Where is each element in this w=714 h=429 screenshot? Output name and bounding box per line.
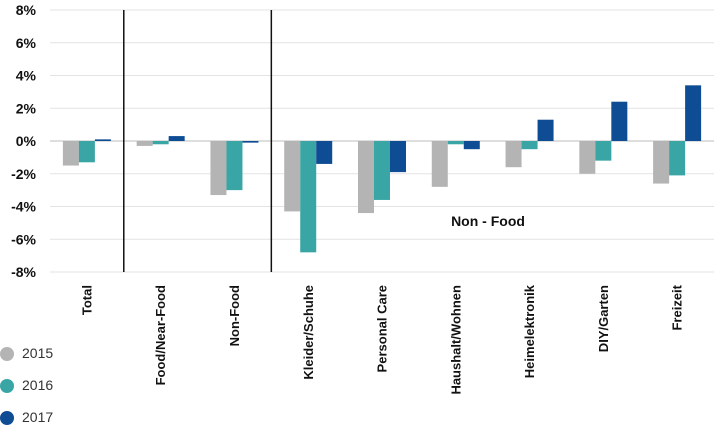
category-separators: [123, 10, 273, 272]
legend-label-2015: 2015: [22, 345, 54, 361]
bar-2016: [374, 141, 390, 200]
bar-2015: [210, 141, 227, 196]
y-tick-label: -2%: [11, 166, 36, 182]
legend-label-2017: 2017: [22, 409, 54, 425]
bar-2015: [358, 141, 374, 214]
bar-2015: [284, 141, 301, 212]
bar-2017: [94, 139, 111, 141]
bar-2015: [431, 141, 448, 187]
bar-2017: [611, 101, 628, 141]
y-tick-label: 6%: [16, 35, 37, 51]
legend-swatch-2015: [0, 347, 14, 361]
y-tick-label: 4%: [16, 68, 37, 84]
non-food-annotation: Non - Food: [451, 213, 525, 229]
y-tick-label: -4%: [11, 199, 36, 215]
bar-2015: [505, 141, 522, 168]
bar-2017: [685, 85, 702, 141]
y-tick-label: -6%: [11, 231, 36, 247]
x-tick-label: Kleider/Schuhe: [301, 285, 316, 380]
bar-2015: [136, 141, 153, 146]
x-tick-label: Heimelektronik: [522, 284, 537, 378]
bar-2016: [595, 141, 612, 161]
bar-2017: [463, 141, 480, 150]
x-tick-label: Total: [79, 285, 94, 315]
y-tick-label: 2%: [16, 100, 37, 116]
legend-label-2016: 2016: [22, 377, 54, 393]
bar-2017: [242, 141, 259, 143]
bar-2017: [168, 136, 185, 141]
bar-2017: [537, 119, 554, 141]
x-tick-label: Personal Care: [375, 285, 390, 372]
y-axis-ticks: 8% 6% 4% 2% 0% -2% -4% -6% -8%: [11, 2, 36, 280]
bar-2016: [447, 141, 464, 145]
x-tick-label: Freizeit: [670, 284, 685, 330]
y-tick-label: 8%: [16, 2, 37, 18]
bar-2016: [521, 141, 538, 150]
bar-2016: [226, 141, 243, 191]
x-tick-label: Haushalt/Wohnen: [448, 285, 463, 395]
x-tick-label: Non-Food: [227, 285, 242, 346]
bar-2016: [152, 141, 169, 145]
bar-2015: [653, 141, 670, 184]
bar-2015: [62, 141, 79, 166]
bar-2016: [669, 141, 686, 176]
bar-2016: [78, 141, 95, 163]
bar-2017: [390, 141, 406, 173]
legend-swatch-2017: [0, 411, 14, 425]
bar-2016: [300, 141, 317, 253]
y-tick-label: -8%: [11, 264, 36, 280]
bars: [62, 85, 702, 253]
bar-2017: [316, 141, 333, 164]
x-axis-category-labels: Total Food/Near-Food Non-Food Kleider/Schuh…: [79, 284, 684, 394]
y-tick-label: 0%: [16, 133, 37, 149]
bar-2015: [579, 141, 596, 174]
x-tick-label: DIY/Garten: [596, 285, 611, 352]
x-tick-label: Food/Near-Food: [153, 285, 168, 385]
legend-swatch-2016: [0, 379, 14, 393]
